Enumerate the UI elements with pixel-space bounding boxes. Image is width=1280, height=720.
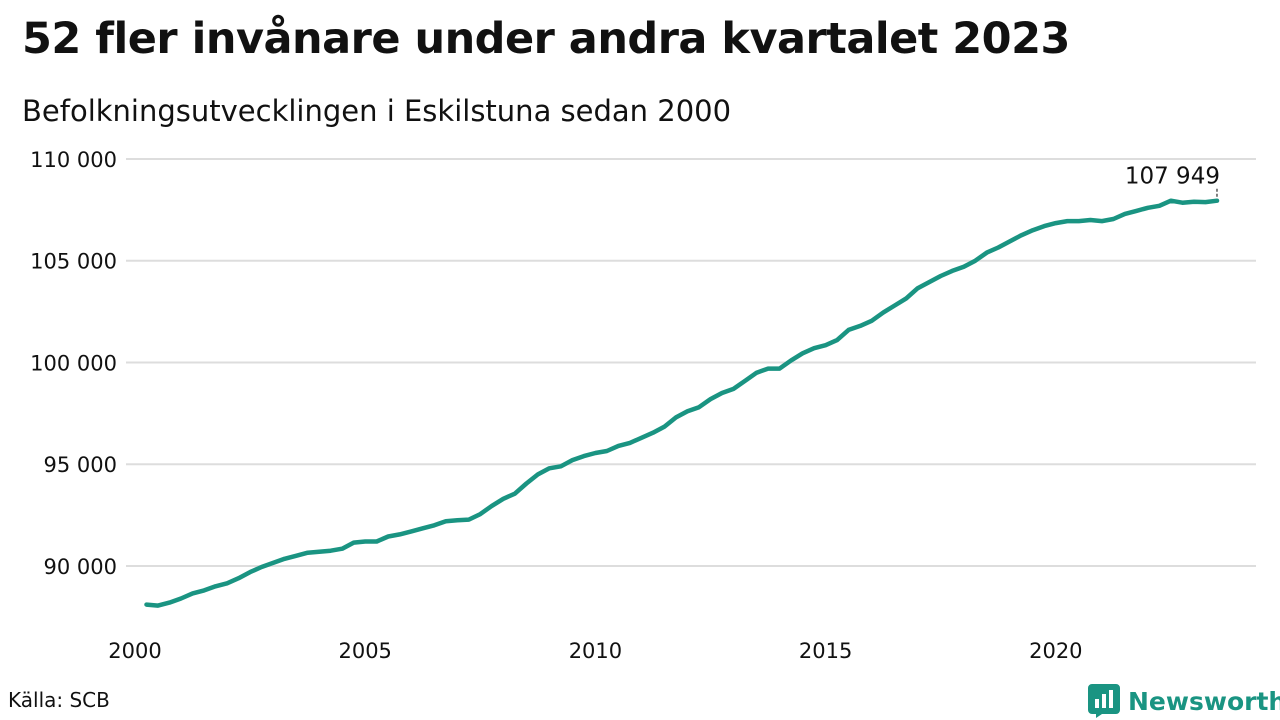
y-tick-label: 95 000 [44,453,117,477]
newsworthy-chart-icon [1088,684,1120,718]
y-tick-label: 105 000 [30,250,117,274]
x-tick-label: 2000 [108,639,161,663]
series-line [144,198,1220,608]
source-note: Källa: SCB [8,688,110,712]
x-tick-label: 2010 [569,639,622,663]
y-tick-label: 110 000 [30,148,117,172]
brand-logo[interactable]: Newsworthy [1088,684,1280,718]
chart-subtitle: Befolkningsutvecklingen i Eskilstuna sed… [22,94,732,128]
x-axis-ticks: 2000 2005 2010 2015 2020 [108,639,1082,663]
y-tick-label: 90 000 [44,555,117,579]
chart-title: 52 fler invånare under andra kvartalet 2… [22,14,1070,64]
x-tick-label: 2005 [338,639,391,663]
y-axis-ticks: 90 000 95 000 100 000 105 000 110 000 [30,148,117,579]
grid-lines [126,158,1256,567]
x-tick-label: 2020 [1029,639,1082,663]
annotation-layer: 107 949 [1125,164,1220,197]
series-layer [144,198,1220,608]
x-tick-label: 2015 [799,639,852,663]
y-tick-label: 100 000 [30,351,117,375]
last-value-label: 107 949 [1125,164,1220,190]
brand-name: Newsworthy [1128,686,1280,716]
